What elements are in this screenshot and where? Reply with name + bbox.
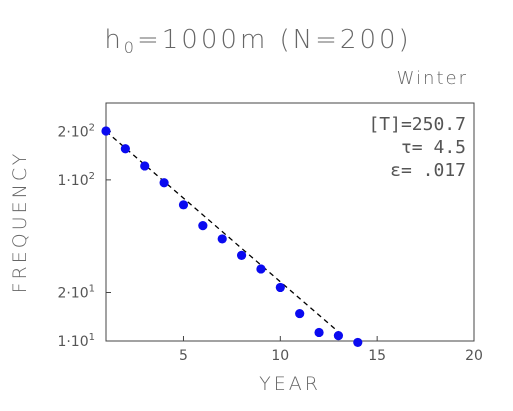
stats-annotations: [T]=250.7τ= 4.5ε= .017 [368, 114, 466, 181]
x-tick-label: 10 [271, 348, 289, 364]
chart-subtitle: Winter [397, 68, 468, 89]
y-tick-label: 2·101 [57, 283, 95, 301]
data-point [275, 282, 285, 293]
data-point [236, 250, 247, 260]
fit-line [105, 130, 339, 333]
plot-frame [105, 102, 475, 342]
stat-annotation: [T]=250.7 [368, 114, 466, 135]
x-tick-label: 15 [368, 348, 386, 364]
chart-title: h0=1000m (N=200) [104, 25, 411, 57]
x-tick-label: 5 [179, 348, 188, 364]
x-axis: 5 10 15 20 [179, 336, 483, 364]
data-point [101, 126, 111, 136]
data-point [295, 308, 305, 319]
data-point [159, 178, 169, 188]
y-tick-label: 1·101 [57, 332, 95, 350]
x-axis-label: YEAR [259, 373, 321, 395]
data-point [198, 221, 208, 231]
data-point [314, 327, 324, 338]
data-point [353, 337, 363, 348]
data-point [256, 264, 266, 274]
data-points [101, 126, 363, 348]
y-axis-label: FREQUENCY [9, 151, 31, 294]
data-point [120, 144, 130, 154]
y-axis: 1·101 2·101 1·102 2·102 [57, 122, 111, 350]
fit-line-group [105, 130, 339, 333]
data-point [178, 200, 189, 210]
data-point [217, 234, 227, 244]
data-point [140, 161, 150, 171]
y-tick-label: 1·102 [57, 171, 95, 189]
x-tick-label: 20 [465, 348, 483, 364]
stat-annotation: τ= 4.5 [401, 137, 466, 158]
data-point [333, 331, 344, 341]
y-tick-label: 2·102 [57, 122, 95, 140]
stat-annotation: ε= .017 [390, 160, 466, 181]
